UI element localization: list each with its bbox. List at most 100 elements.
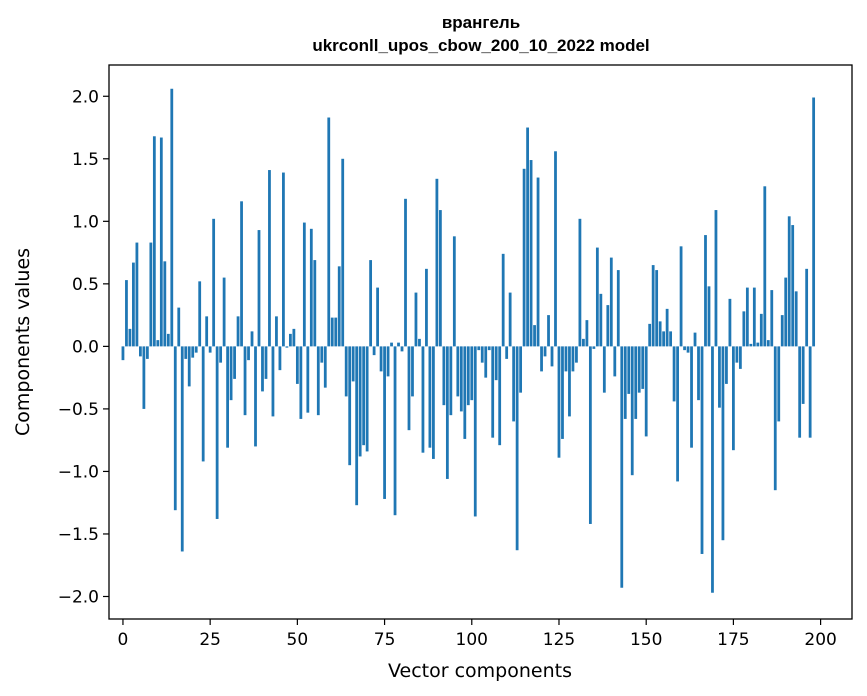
bar [575,346,578,363]
y-axis-ticks: −2.0 −1.5 −1.0 −0.5 0.0 0.5 1.0 1.5 2.0 [58,87,109,607]
bar [142,346,146,409]
bar [470,346,474,401]
bar [397,342,400,347]
plot-frame [108,64,853,620]
bar [288,333,292,347]
bar [609,257,613,347]
bar [543,346,547,357]
x-tick-label: 200 [804,630,836,650]
y-tick-label: 0.5 [72,275,99,295]
bar [732,346,735,451]
bar [187,346,191,387]
bar [390,342,393,347]
bar [595,247,599,347]
bar [247,346,250,361]
bar [334,317,338,347]
bar [745,287,749,347]
bar [718,346,721,408]
bar [432,346,435,459]
bar [512,346,516,422]
y-tick-label: 0.0 [72,337,99,357]
bar [582,338,585,347]
bar [606,305,610,347]
bar [316,346,320,416]
bar [170,88,174,347]
bar [459,346,463,412]
bar [519,346,523,393]
bar [149,242,153,347]
bar [173,346,177,511]
bar [295,346,299,384]
bar [341,158,345,347]
bar [484,346,488,378]
bar [568,346,571,417]
bar [477,346,481,351]
bar [561,346,564,439]
bar [229,346,233,401]
bar [379,346,383,372]
bar [166,333,170,347]
bar [763,186,767,347]
bar [407,346,411,431]
bar [725,346,728,384]
bar [355,346,359,506]
bar [780,315,784,347]
bar [613,346,617,377]
bar [697,346,700,401]
bar [672,346,676,402]
bar [501,253,505,347]
bar [491,346,495,438]
bar [662,331,666,347]
bar [233,346,236,379]
bar [145,346,149,359]
bar [208,346,212,353]
bar [452,236,456,347]
bar [404,198,407,347]
bar [362,346,366,446]
bar [435,178,439,347]
bar [812,97,816,347]
bar [627,346,631,394]
bar [414,292,418,347]
bar [494,346,498,381]
bar [376,287,379,347]
bar [690,346,693,448]
bar [411,346,414,397]
bar [393,346,397,516]
bar [309,228,313,347]
bar [547,315,550,347]
bar [180,346,184,552]
bar [571,346,575,372]
y-tick-label: 1.0 [72,212,99,232]
bar [449,346,453,416]
bar [184,346,188,359]
bar [285,346,289,348]
bar [278,346,282,371]
bar [752,287,756,347]
bar [306,346,310,413]
bar [299,346,303,419]
bar [805,268,809,347]
bar [351,346,355,382]
bar [644,346,648,437]
bar [648,323,652,347]
bar [711,346,714,593]
bar [344,346,348,397]
y-tick-label: −0.5 [58,400,99,420]
bar [655,270,659,347]
bar [313,260,317,347]
bar [550,346,554,367]
bar [665,308,669,347]
bar [372,346,376,356]
x-axis-label: Vector components [388,660,572,682]
y-tick-label: −1.0 [58,462,99,482]
bar [198,281,202,347]
bar [201,346,205,462]
bar [348,346,352,466]
bar [442,346,446,406]
bar [463,346,467,439]
bar [564,346,568,372]
bar [557,346,561,458]
bar [770,290,774,347]
